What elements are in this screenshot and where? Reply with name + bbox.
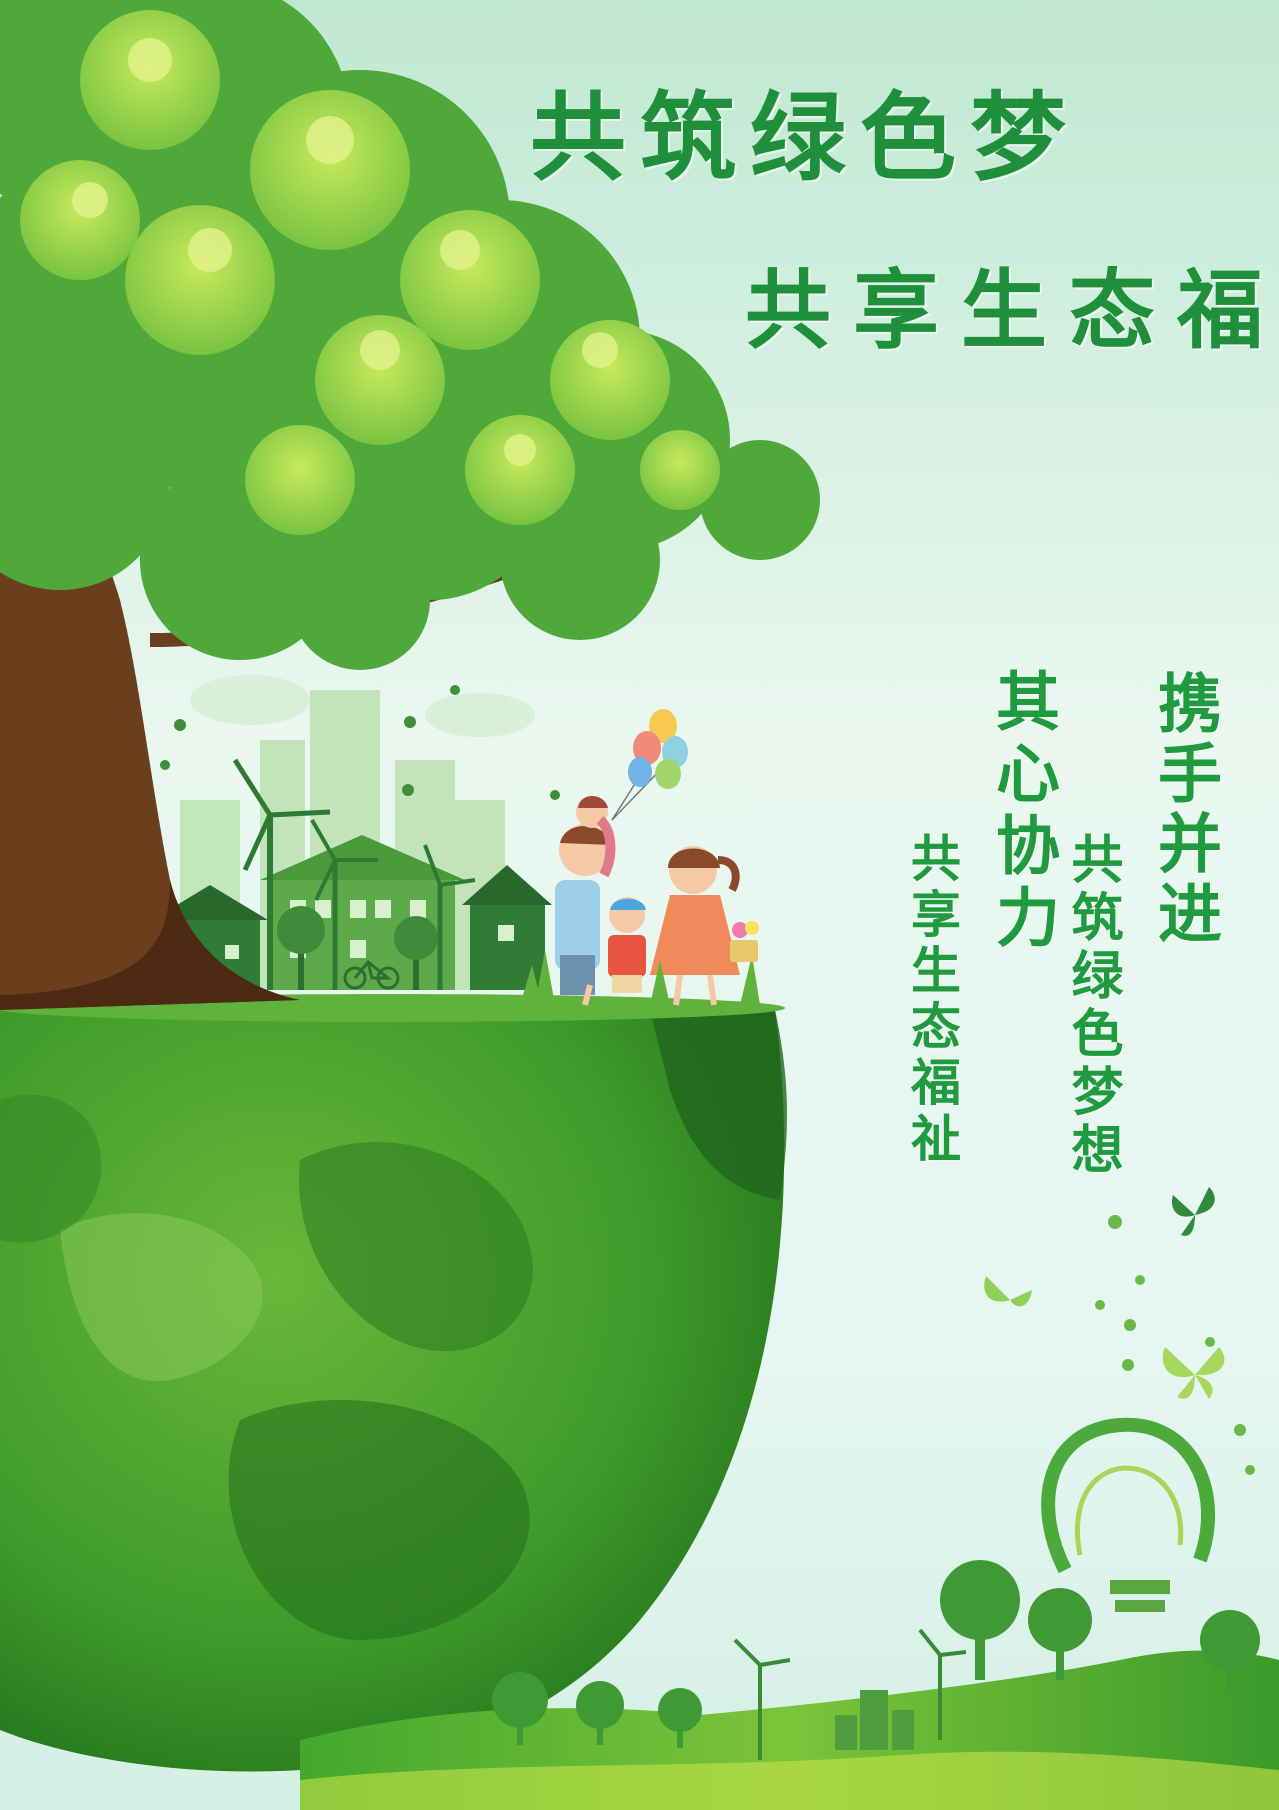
globe-icon: [0, 994, 787, 1772]
grass-icon: [300, 1560, 1279, 1810]
slogan-column-2: 共筑绿色梦想: [1062, 832, 1123, 1180]
slogan-column-1: 携手并进: [1147, 670, 1222, 950]
tree-icon: [0, 0, 820, 1010]
balloon-icon: [611, 709, 688, 821]
small-tree-icon: [277, 906, 438, 990]
title-line-1: 共筑绿色梦: [530, 81, 1080, 194]
title-line-2: 共享生态福: [745, 260, 1279, 361]
bicycle-icon: [343, 959, 400, 990]
lightbulb-icon: [1041, 1417, 1215, 1612]
family-icon: [520, 796, 760, 1006]
wind-turbine-icon: [232, 758, 476, 990]
slogan-column-3: 其心协力: [985, 668, 1060, 956]
butterfly-icon: [160, 685, 1255, 1475]
slogan-column-4: 共享生态福祉: [903, 832, 962, 1168]
